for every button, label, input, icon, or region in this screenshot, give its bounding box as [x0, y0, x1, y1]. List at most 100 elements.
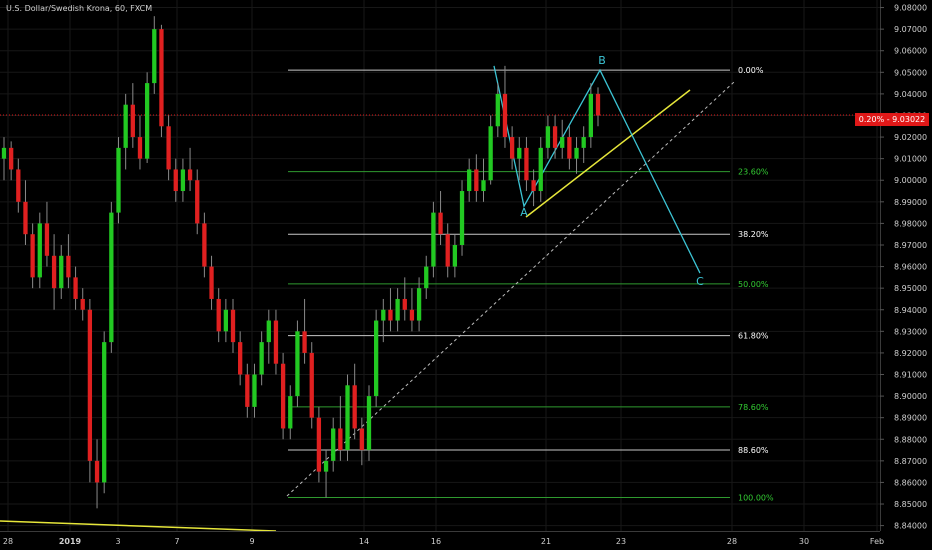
y-tick-label: 8.95000	[894, 284, 927, 293]
candle-body	[409, 309, 415, 321]
fib-level-label: 61.80%	[738, 332, 769, 341]
candle-body	[166, 126, 171, 170]
candle-body	[416, 288, 422, 321]
candle-body	[16, 169, 21, 202]
fib-level-label: 23.60%	[738, 168, 769, 177]
candle-body	[30, 234, 35, 278]
candle-body	[137, 137, 143, 159]
candle-body	[102, 342, 107, 483]
candle-body	[567, 137, 572, 159]
candle-body	[202, 223, 207, 267]
pattern-point-label-c: C	[696, 275, 704, 288]
yellow-trend-line[interactable]	[525, 89, 691, 218]
candle-body	[9, 147, 14, 170]
candle-body	[195, 180, 200, 224]
y-tick-label: 8.84000	[894, 522, 927, 531]
candle-body	[366, 396, 372, 451]
candle-body	[152, 29, 157, 84]
chart-drawings[interactable]: A B C	[0, 54, 880, 532]
price-axis[interactable]: 9.080009.070009.060009.050009.040009.030…	[880, 0, 927, 531]
candle-body	[109, 212, 114, 343]
candle-body	[424, 266, 429, 289]
candle-body	[51, 255, 57, 289]
time-axis[interactable]: 28 2019 3 7 9 14 16 21 23 28 30 Feb	[0, 531, 884, 547]
candle-body	[359, 428, 364, 451]
candle-body	[209, 266, 214, 299]
y-tick-label: 8.86000	[894, 478, 927, 487]
x-tick-label: 14	[359, 537, 369, 546]
candle-body	[130, 104, 135, 138]
x-tick-label: 3	[115, 537, 120, 546]
candle-body	[187, 169, 193, 181]
candle-body	[230, 309, 236, 343]
candle-body	[180, 169, 186, 192]
candle-body	[273, 320, 279, 364]
candle-body	[245, 374, 250, 407]
y-tick-label: 8.89000	[894, 414, 927, 423]
chart-title: U.S. Dollar/Swedish Krona, 60, FXCM	[6, 4, 153, 13]
candle-body	[295, 331, 300, 397]
candle-body	[552, 126, 558, 148]
candle-body	[352, 385, 357, 429]
candle-body	[323, 460, 329, 472]
y-tick-label: 9.06000	[894, 47, 927, 56]
candle-body	[395, 298, 400, 321]
x-tick-label: 28	[3, 537, 13, 546]
candle-body	[531, 180, 536, 192]
candle-body	[459, 191, 465, 245]
candle-body	[431, 212, 436, 267]
fib-level-label: 0.00%	[738, 66, 764, 75]
fib-level-label: 100.00%	[738, 494, 774, 503]
candle-body	[216, 298, 221, 332]
candle-body	[452, 244, 458, 267]
pattern-point-label-a: A	[520, 206, 528, 219]
x-tick-label: 16	[431, 537, 441, 546]
candle-body	[467, 169, 472, 192]
candle-body	[502, 93, 508, 138]
candle-body	[481, 180, 486, 192]
candle-body	[474, 169, 479, 192]
x-tick-label: 9	[249, 537, 254, 546]
y-tick-label: 9.02000	[894, 133, 927, 142]
fib-level-label: 78.60%	[738, 403, 769, 412]
candle-body	[66, 255, 71, 278]
y-tick-label: 8.96000	[894, 263, 927, 272]
candle-body	[345, 385, 350, 451]
candle-body	[37, 223, 42, 278]
y-tick-label: 8.94000	[894, 306, 927, 315]
candle-body	[116, 147, 121, 213]
candle-body	[538, 147, 543, 192]
candle-body	[495, 93, 500, 127]
y-tick-label: 8.99000	[894, 198, 927, 207]
fib-level-label: 38.20%	[738, 230, 769, 239]
candle-body	[87, 309, 93, 461]
candle-body	[517, 147, 522, 159]
current-price-badge: 0.20% - 9.03022	[855, 113, 929, 126]
candle-body	[266, 320, 271, 343]
fibonacci-retracement[interactable]: 0.00% 23.60% 38.20% 50.00% 61.80% 78.60% 88.60…	[288, 66, 774, 503]
candle-body	[445, 234, 450, 267]
candle-body	[316, 417, 322, 472]
candle-body	[288, 396, 293, 429]
y-tick-label: 8.91000	[894, 371, 927, 380]
candle-body	[59, 255, 64, 289]
candle-body	[488, 126, 493, 181]
candle-body	[123, 104, 128, 148]
candle-body	[94, 460, 100, 483]
y-tick-label: 8.90000	[894, 392, 927, 401]
x-tick-label: 21	[541, 537, 551, 546]
fib-level-label: 88.60%	[738, 446, 769, 455]
bottom-trend-line[interactable]	[0, 520, 277, 532]
candle-body	[560, 137, 565, 148]
y-tick-label: 8.98000	[894, 219, 927, 228]
candle-body	[252, 374, 257, 407]
y-tick-label: 8.92000	[894, 349, 927, 358]
candle-body	[438, 212, 443, 235]
candle-body	[73, 277, 78, 299]
x-tick-label: 23	[616, 537, 626, 546]
y-tick-label: 8.88000	[894, 435, 927, 444]
y-tick-label: 8.85000	[894, 500, 927, 509]
pattern-point-label-b: B	[598, 54, 606, 67]
